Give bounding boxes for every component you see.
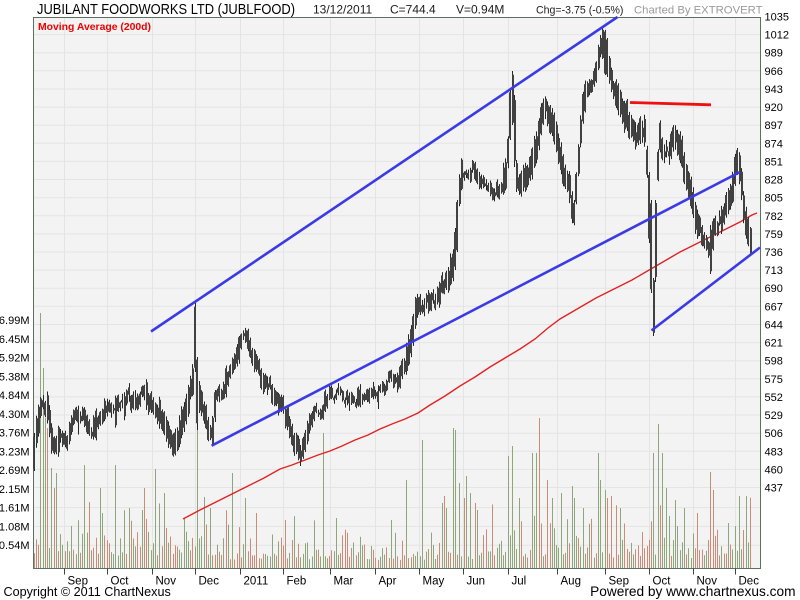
svg-text:Dec: Dec [199,576,220,588]
svg-text:621: 621 [765,338,783,350]
svg-text:989: 989 [765,48,783,60]
svg-text:Oct: Oct [653,576,672,588]
svg-text:460: 460 [765,464,783,476]
svg-text:C=744.4: C=744.4 [390,3,436,17]
svg-text:JUBILANT FOODWORKS LTD (JUBLFO: JUBILANT FOODWORKS LTD (JUBLFOOD) [37,1,295,18]
svg-text:Powered by www.chartnexus.com: Powered by www.chartnexus.com [590,584,795,599]
svg-text:3.76M: 3.76M [0,428,30,440]
svg-text:874: 874 [765,138,783,150]
svg-text:736: 736 [765,247,783,259]
svg-text:644: 644 [765,320,783,332]
svg-text:Chg=-3.75 (-0.5%): Chg=-3.75 (-0.5%) [536,5,623,17]
svg-text:437: 437 [765,483,783,495]
svg-text:483: 483 [765,446,783,458]
svg-text:506: 506 [765,428,783,440]
svg-text:6.45M: 6.45M [0,334,30,346]
svg-text:Nov: Nov [697,576,718,588]
svg-text:805: 805 [765,193,783,205]
svg-text:759: 759 [765,229,783,241]
svg-text:667: 667 [765,301,783,313]
svg-text:Mar: Mar [334,576,354,588]
svg-text:1035: 1035 [765,12,789,24]
svg-text:Dec: Dec [739,576,760,588]
svg-text:920: 920 [765,102,783,114]
svg-text:Charted By EXTROVERT: Charted By EXTROVERT [634,5,763,17]
svg-text:851: 851 [765,156,783,168]
svg-text:552: 552 [765,392,783,404]
svg-text:Nov: Nov [156,576,177,588]
svg-text:Jun: Jun [467,576,486,588]
svg-text:2011: 2011 [244,576,269,588]
svg-text:3.23M: 3.23M [0,446,30,458]
svg-text:13/12/2011: 13/12/2011 [313,3,372,17]
svg-text:1.61M: 1.61M [0,503,30,515]
svg-text:Jul: Jul [512,576,527,588]
svg-text:4.30M: 4.30M [0,409,30,421]
svg-text:897: 897 [765,120,783,132]
svg-text:575: 575 [765,374,783,386]
svg-text:529: 529 [765,410,783,422]
svg-text:0.54M: 0.54M [0,540,30,552]
svg-text:1.08M: 1.08M [0,522,30,534]
svg-text:690: 690 [765,283,783,295]
svg-text:2.69M: 2.69M [0,465,30,477]
svg-text:5.38M: 5.38M [0,371,30,383]
svg-text:Oct: Oct [111,576,130,588]
svg-text:Feb: Feb [287,576,307,588]
svg-text:6.99M: 6.99M [0,315,30,327]
svg-text:943: 943 [765,84,783,96]
svg-text:2.15M: 2.15M [0,484,30,496]
svg-text:828: 828 [765,175,783,187]
svg-text:Apr: Apr [379,576,397,588]
svg-text:Sep: Sep [68,576,88,588]
svg-text:May: May [423,576,445,588]
svg-text:5.92M: 5.92M [0,353,30,365]
svg-text:4.84M: 4.84M [0,390,30,402]
svg-text:Moving Average (200d): Moving Average (200d) [38,22,151,33]
svg-text:Aug: Aug [561,576,581,588]
svg-text:782: 782 [765,211,783,223]
svg-text:713: 713 [765,265,783,277]
svg-text:Copyright © 2011 ChartNexus: Copyright © 2011 ChartNexus [4,585,171,599]
svg-text:V=0.94M: V=0.94M [456,3,504,17]
svg-text:966: 966 [765,66,783,78]
svg-text:1012: 1012 [765,30,789,42]
svg-text:598: 598 [765,356,783,368]
svg-text:Sep: Sep [609,576,629,588]
